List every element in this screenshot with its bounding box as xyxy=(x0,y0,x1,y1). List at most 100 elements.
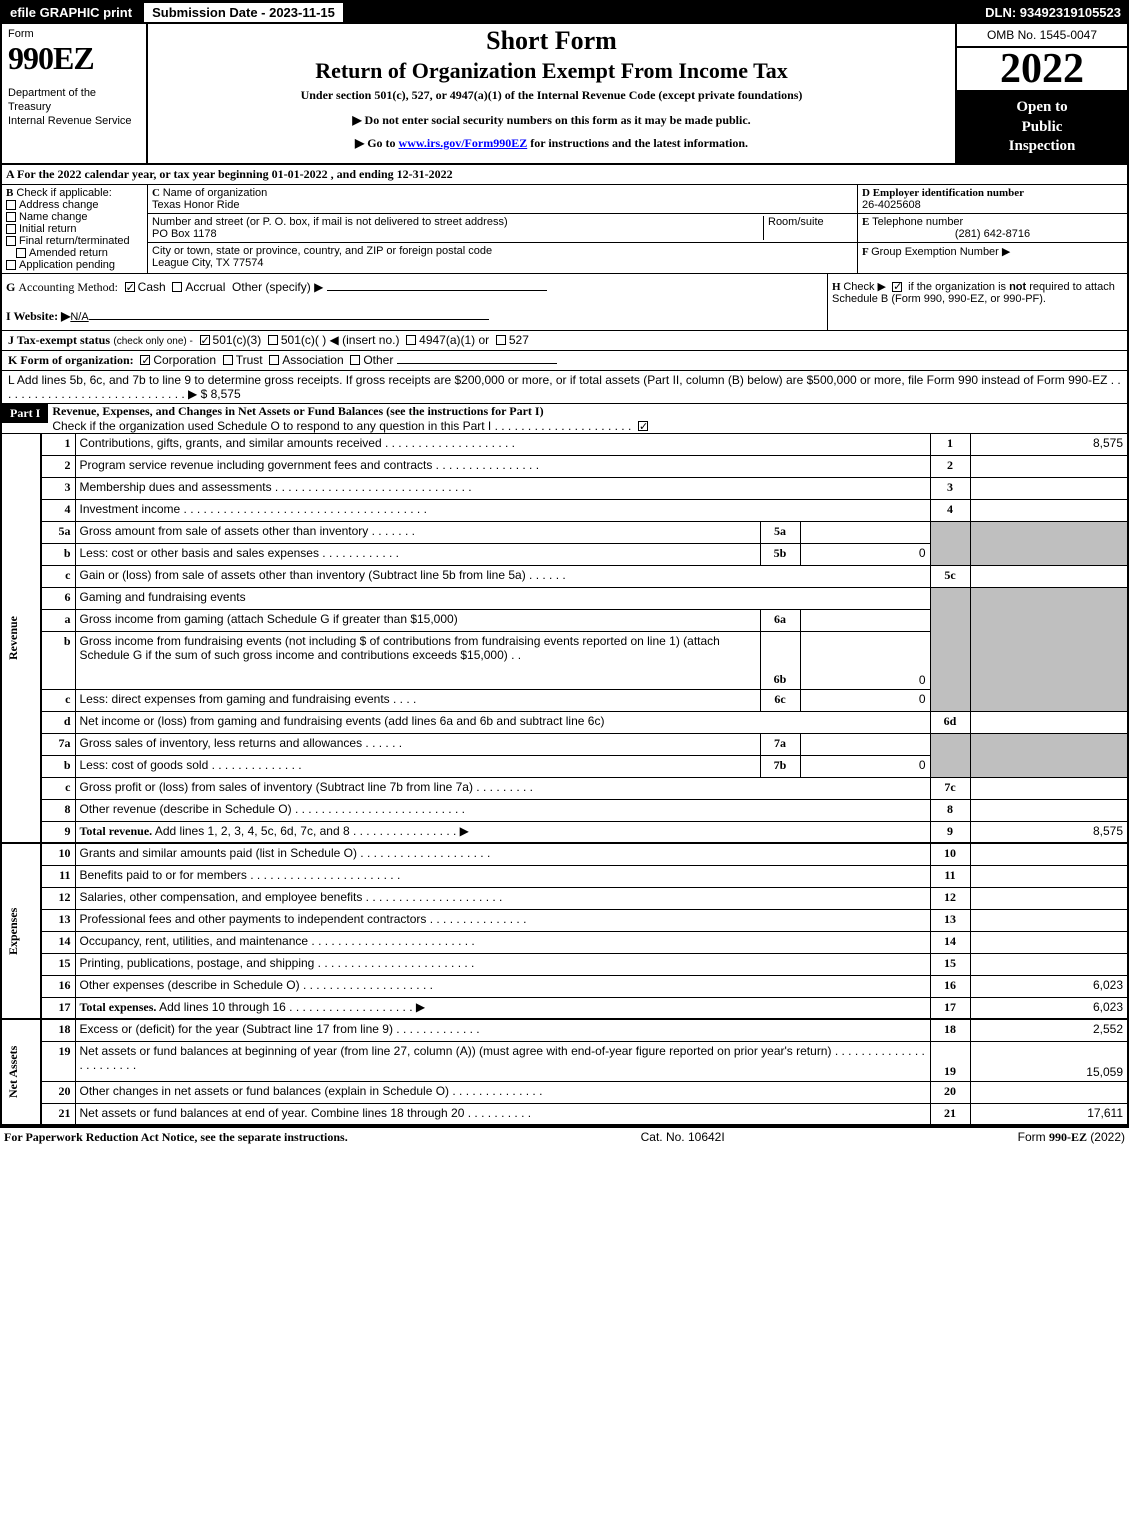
room-label: Room/suite xyxy=(763,216,853,240)
rn-6d: 6d xyxy=(930,711,970,733)
omb-label: OMB No. 1545-0047 xyxy=(957,24,1127,48)
cb-assoc[interactable] xyxy=(269,355,279,365)
cb-527[interactable] xyxy=(496,335,506,345)
l1-text: Contributions, gifts, grants, and simila… xyxy=(75,433,930,455)
ln-6: 6 xyxy=(41,587,75,609)
j2: 501(c)( ) ◀ (insert no.) xyxy=(281,333,400,347)
j3: 4947(a)(1) or xyxy=(419,333,489,347)
footer: For Paperwork Reduction Act Notice, see … xyxy=(0,1126,1129,1147)
rn-13: 13 xyxy=(930,909,970,931)
cb-501c3[interactable] xyxy=(200,335,210,345)
cb-part1-o[interactable] xyxy=(638,421,648,431)
l6d-text: Net income or (loss) from gaming and fun… xyxy=(75,711,930,733)
l7c-val xyxy=(970,777,1128,799)
l16-text: Other expenses (describe in Schedule O) … xyxy=(75,975,930,997)
l2-text: Program service revenue including govern… xyxy=(75,455,930,477)
link-pre: ▶ Go to xyxy=(355,136,399,150)
ln-6a: a xyxy=(41,609,75,631)
cb-accrual[interactable] xyxy=(172,282,182,292)
cb-amended[interactable] xyxy=(16,248,26,258)
cb-other[interactable] xyxy=(350,355,360,365)
l8-val xyxy=(970,799,1128,821)
part1-check: Check if the organization used Schedule … xyxy=(52,419,631,433)
rn-1: 1 xyxy=(930,433,970,455)
l17-val: 6,023 xyxy=(970,997,1128,1019)
ln-7c: c xyxy=(41,777,75,799)
l6b-text: Gross income from fundraising events (no… xyxy=(75,631,760,689)
street-label: Number and street (or P. O. box, if mail… xyxy=(152,216,508,228)
header-left: Form 990EZ Department of the TreasuryInt… xyxy=(2,24,148,163)
cb-final[interactable] xyxy=(6,236,16,246)
ln-5c: c xyxy=(41,565,75,587)
ln-18: 18 xyxy=(41,1019,75,1041)
rn-4: 4 xyxy=(930,499,970,521)
ln-3: 3 xyxy=(41,477,75,499)
ln-2: 2 xyxy=(41,455,75,477)
l5b-val: 0 xyxy=(800,543,930,565)
j-label: J Tax-exempt status xyxy=(8,333,110,347)
mb-5a: 5a xyxy=(760,521,800,543)
l20-text: Other changes in net assets or fund bala… xyxy=(75,1081,930,1103)
l15-text: Printing, publications, postage, and shi… xyxy=(75,953,930,975)
l8-text: Other revenue (describe in Schedule O) .… xyxy=(75,799,930,821)
l7c-text: Gross profit or (loss) from sales of inv… xyxy=(75,777,930,799)
l18-val: 2,552 xyxy=(970,1019,1128,1041)
l4-val xyxy=(970,499,1128,521)
cb-name[interactable] xyxy=(6,212,16,222)
i-label: I Website: ▶ xyxy=(6,309,70,323)
ln-6c: c xyxy=(41,689,75,711)
rn-7c: 7c xyxy=(930,777,970,799)
row-l: L Add lines 5b, 6c, and 7b to line 9 to … xyxy=(0,370,1129,403)
ln-15: 15 xyxy=(41,953,75,975)
cb-cash[interactable] xyxy=(125,282,135,292)
l1-val: 8,575 xyxy=(970,433,1128,455)
rn-18: 18 xyxy=(930,1019,970,1041)
irs-link[interactable]: www.irs.gov/Form990EZ xyxy=(399,136,528,150)
l11-val xyxy=(970,865,1128,887)
city-label: City or town, state or province, country… xyxy=(152,245,492,257)
l11-text: Benefits paid to or for members . . . . … xyxy=(75,865,930,887)
cb-trust[interactable] xyxy=(223,355,233,365)
rv-5ab xyxy=(970,521,1128,565)
cb-address[interactable] xyxy=(6,200,16,210)
rn-16: 16 xyxy=(930,975,970,997)
l17-text: Total expenses. Add lines 10 through 16 … xyxy=(75,997,930,1019)
cb-h[interactable] xyxy=(892,282,902,292)
ln-20: 20 xyxy=(41,1081,75,1103)
l6a-val xyxy=(800,609,930,631)
cb-corp[interactable] xyxy=(140,355,150,365)
efile-label: efile GRAPHIC print xyxy=(4,5,138,20)
subtitle-link: ▶ Go to www.irs.gov/Form990EZ for instru… xyxy=(156,132,947,155)
l5a-val xyxy=(800,521,930,543)
rn-12: 12 xyxy=(930,887,970,909)
part1-title: Revenue, Expenses, and Changes in Net As… xyxy=(52,404,543,418)
header-right: OMB No. 1545-0047 2022 Open toPublicInsp… xyxy=(957,24,1127,163)
l12-text: Salaries, other compensation, and employ… xyxy=(75,887,930,909)
cb-initial[interactable] xyxy=(6,224,16,234)
rn-5ab xyxy=(930,521,970,565)
cb-pending[interactable] xyxy=(6,260,16,270)
g-left: G Accounting Method: Cash Accrual Other … xyxy=(2,274,827,330)
g-other: Other (specify) ▶ xyxy=(232,280,323,294)
ln-17: 17 xyxy=(41,997,75,1019)
rn-19: 19 xyxy=(930,1041,970,1081)
l13-text: Professional fees and other payments to … xyxy=(75,909,930,931)
d-label: Employer identification number xyxy=(873,187,1024,199)
l5b-text: Less: cost or other basis and sales expe… xyxy=(75,543,760,565)
mb-7a: 7a xyxy=(760,733,800,755)
l15-val xyxy=(970,953,1128,975)
cb-4947[interactable] xyxy=(406,335,416,345)
ln-16: 16 xyxy=(41,975,75,997)
part1-label: Part I xyxy=(2,404,48,423)
dln-label: DLN: 93492319105523 xyxy=(985,5,1125,20)
k-label: K Form of organization: xyxy=(8,353,134,367)
l2-val xyxy=(970,455,1128,477)
l6d-val xyxy=(970,711,1128,733)
l6c-text: Less: direct expenses from gaming and fu… xyxy=(75,689,760,711)
cb-501c[interactable] xyxy=(268,335,278,345)
ein-val: 26-4025608 xyxy=(862,199,921,211)
l6a-text: Gross income from gaming (attach Schedul… xyxy=(75,609,760,631)
j1: 501(c)(3) xyxy=(213,333,262,347)
j-sub: (check only one) - xyxy=(113,336,192,347)
rn-6 xyxy=(930,587,970,711)
